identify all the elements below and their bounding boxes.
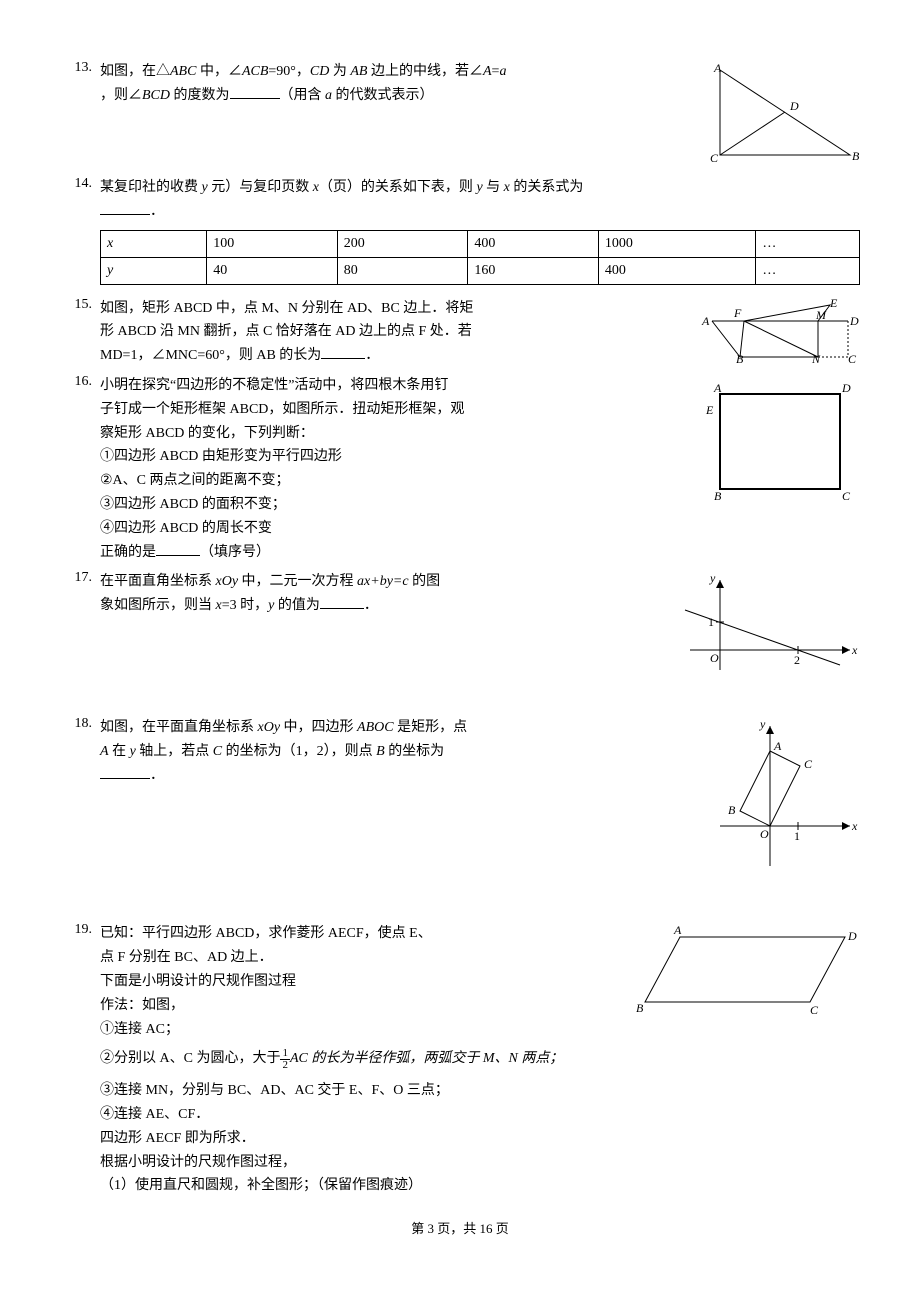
svg-text:F: F (733, 306, 742, 320)
svg-text:O: O (710, 651, 719, 665)
q13-blank (230, 84, 280, 99)
svg-text:C: C (810, 1003, 819, 1017)
svg-text:y: y (709, 571, 716, 585)
question-18: 18. 如图，在平面直角坐标系 xOy 中，四边形 ABOC 是矩形，点 A 在… (60, 716, 860, 876)
svg-text:O: O (760, 827, 769, 841)
q15-figure: A D E F M B N C (700, 297, 860, 363)
svg-text:2: 2 (794, 653, 800, 667)
q14-blank (100, 200, 150, 215)
svg-text:E: E (829, 297, 838, 310)
svg-text:A: A (773, 739, 782, 753)
q13-text: 如图，在△ABC 中，∠ACB=90°，CD 为 AB 边上的中线，若∠A=a … (100, 60, 702, 108)
q14-c5: … (756, 230, 860, 257)
question-14: 14. 某复印社的收费 y 元）与复印页数 x（页）的关系如下表，则 y 与 x… (60, 176, 860, 291)
svg-text:D: D (849, 314, 859, 328)
q14-text: 某复印社的收费 y 元）与复印页数 x（页）的关系如下表，则 y 与 x 的关系… (100, 176, 860, 224)
page-footer: 第 3 页，共 16 页 (60, 1218, 860, 1237)
q14-r5: … (756, 257, 860, 284)
svg-text:B: B (728, 803, 736, 817)
svg-text:D: D (841, 381, 851, 395)
svg-text:y: y (759, 717, 766, 731)
q14-th-x: x (101, 230, 207, 257)
svg-text:B: B (714, 489, 722, 503)
svg-text:C: C (842, 489, 851, 503)
svg-text:x: x (851, 643, 858, 657)
q13-number: 13. (60, 60, 100, 76)
q19-number: 19. (60, 922, 100, 938)
q18-text: 如图，在平面直角坐标系 xOy 中，四边形 ABOC 是矩形，点 A 在 y 轴… (100, 716, 702, 787)
q16-text: 小明在探究“四边形的不稳定性”活动中，将四根木条用钉 子钉成一个矩形框架 ABC… (100, 374, 692, 564)
q14-r2: 80 (337, 257, 468, 284)
svg-text:A: A (701, 314, 710, 328)
q14-table: x 100 200 400 1000 … y 40 80 160 400 … (100, 230, 860, 285)
svg-text:M: M (815, 308, 827, 322)
svg-text:A: A (713, 61, 722, 75)
question-16: 16. 小明在探究“四边形的不稳定性”活动中，将四根木条用钉 子钉成一个矩形框架… (60, 374, 860, 564)
svg-text:A: A (713, 381, 722, 395)
question-13: 13. 如图，在△ABC 中，∠ACB=90°，CD 为 AB 边上的中线，若∠… (60, 60, 860, 170)
svg-text:C: C (710, 151, 719, 165)
q16-number: 16. (60, 374, 100, 390)
svg-text:x: x (851, 819, 858, 833)
svg-text:N: N (811, 352, 821, 363)
q16-blank (156, 541, 200, 556)
q18-figure: x y O A C B 1 (710, 716, 860, 876)
svg-text:E: E (705, 403, 714, 417)
fraction-icon: 12 (280, 1048, 290, 1071)
q14-r1: 40 (207, 257, 338, 284)
q14-c1: 100 (207, 230, 338, 257)
q14-r3: 160 (468, 257, 599, 284)
q16-figure: A D B C E (700, 374, 860, 504)
q19-text-mid: ②分别以 A、C 为圆心，大于12AC 的长为半径作弧，两弧交于 M、N 两点； (100, 1047, 860, 1071)
q18-blank (100, 764, 150, 779)
q15-number: 15. (60, 297, 100, 313)
svg-text:A: A (673, 923, 682, 937)
question-15: 15. 如图，矩形 ABCD 中，点 M、N 分别在 AD、BC 边上．将矩 形… (60, 297, 860, 368)
q17-blank (320, 594, 364, 609)
q13-figure: A B C D (710, 60, 860, 170)
svg-text:D: D (847, 929, 857, 943)
q13-body: 如图，在△ABC 中，∠ACB=90°，CD 为 AB 边上的中线，若∠A=a … (100, 60, 860, 170)
svg-text:B: B (736, 352, 744, 363)
q19-text-top: 已知：平行四边形 ABCD，求作菱形 AECF，使点 E、 点 F 分别在 BC… (100, 922, 622, 1041)
q14-c2: 200 (337, 230, 468, 257)
q14-number: 14. (60, 176, 100, 192)
svg-text:1: 1 (794, 829, 800, 843)
q14-r4: 400 (598, 257, 755, 284)
q19-figure: A D B C (630, 922, 860, 1022)
question-19: 19. 已知：平行四边形 ABCD，求作菱形 AECF，使点 E、 点 F 分别… (60, 922, 860, 1198)
q14-th-y: y (101, 257, 207, 284)
q17-number: 17. (60, 570, 100, 586)
q14-c3: 400 (468, 230, 599, 257)
svg-text:B: B (636, 1001, 644, 1015)
q17-text: 在平面直角坐标系 xOy 中，二元一次方程 ax+by=c 的图 象如图所示，则… (100, 570, 672, 618)
svg-text:C: C (848, 352, 857, 363)
q17-figure: x y O 1 2 (680, 570, 860, 680)
q15-blank (321, 344, 365, 359)
question-17: 17. 在平面直角坐标系 xOy 中，二元一次方程 ax+by=c 的图 象如图… (60, 570, 860, 680)
svg-text:1: 1 (708, 615, 714, 629)
svg-text:C: C (804, 757, 813, 771)
q14-c4: 1000 (598, 230, 755, 257)
q19-text-bottom: ③连接 MN，分别与 BC、AD、AC 交于 E、F、O 三点； ④连接 AE、… (100, 1079, 860, 1198)
q15-text: 如图，矩形 ABCD 中，点 M、N 分别在 AD、BC 边上．将矩 形 ABC… (100, 297, 692, 368)
svg-text:B: B (852, 149, 860, 163)
q14-body: 某复印社的收费 y 元）与复印页数 x（页）的关系如下表，则 y 与 x 的关系… (100, 176, 860, 291)
svg-text:D: D (789, 99, 799, 113)
q18-number: 18. (60, 716, 100, 732)
